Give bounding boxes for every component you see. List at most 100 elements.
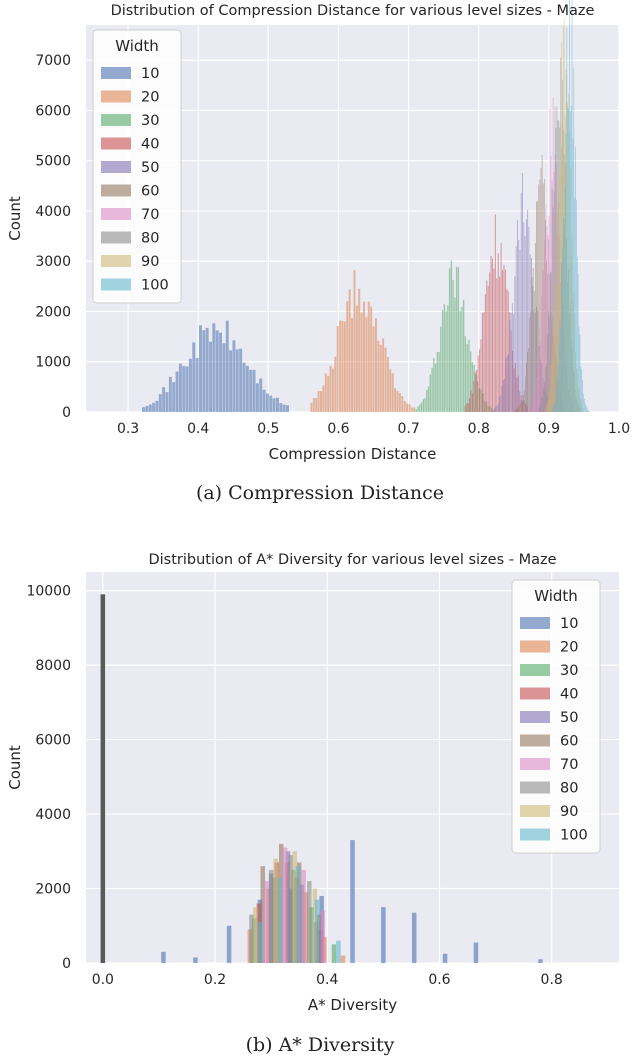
chart-a-bar-90 (548, 391, 550, 412)
chart-a-bar-60 (521, 399, 523, 412)
chart-a-bar-50 (509, 319, 511, 412)
chart-a-bar-100 (583, 399, 585, 412)
chart-a-bar-20 (315, 398, 318, 412)
chart-a-bar-10 (195, 358, 199, 412)
chart-b-legend-label-50: 50 (560, 710, 578, 726)
chart-a-bar-30 (419, 404, 421, 412)
chart-a-legend-label-10: 10 (141, 66, 159, 82)
chart-a-bar-20 (329, 365, 332, 412)
chart-a-bar-20 (343, 321, 346, 412)
chart-b-legend-label-20: 20 (560, 640, 578, 656)
chart-a-bar-80 (548, 316, 550, 412)
chart-a-bar-100 (576, 200, 577, 412)
chart-a-bar-10 (262, 389, 266, 412)
chart-a-bar-50 (527, 209, 529, 412)
chart-b-bar-70 (320, 910, 326, 963)
chart-a-bar-20 (310, 402, 313, 412)
chart-a-bar-100 (552, 407, 554, 412)
chart-a-bar-10 (158, 394, 162, 412)
chart-a-bar-50 (494, 408, 495, 412)
chart-a-bar-30 (462, 299, 465, 412)
chart-a-bar-40 (481, 312, 483, 412)
chart-a-bar-80 (542, 397, 543, 412)
chart-b-xtick-label: 0.8 (541, 972, 563, 988)
chart-a-ytick-label: 4000 (35, 204, 71, 220)
chart-a-legend-swatch-90 (101, 255, 131, 267)
chart-a-bar-40 (514, 362, 516, 412)
chart-a-bar-90 (554, 311, 555, 412)
chart-a-bar-100 (566, 27, 568, 413)
chart-b-bar-100 (277, 877, 282, 963)
chart-b-xtick-label: 0.2 (204, 972, 226, 988)
chart-a-legend-label-30: 30 (141, 113, 159, 129)
chart-a-bar-40 (469, 398, 471, 412)
chart-a-bar-70 (530, 404, 532, 412)
chart-a-bar-100 (562, 218, 564, 412)
chart-a-bar-100 (581, 369, 583, 412)
chart-a-bar-90 (550, 364, 552, 412)
chart-a-bar-60 (526, 362, 527, 412)
chart-b-bar-10 (381, 907, 386, 963)
chart-b-bar-10 (442, 953, 448, 963)
chart-a-bar-100 (580, 366, 582, 412)
chart-a-bar-50 (502, 380, 504, 412)
chart-a-bar-100 (555, 400, 556, 412)
chart-a-bar-100 (568, 109, 569, 412)
chart-a-bar-90 (563, 19, 565, 413)
chart-b-bar-10 (473, 942, 479, 963)
chart-a-bar-30 (426, 389, 428, 412)
chart-a-bar-40 (504, 269, 506, 412)
chart-a-bar-60 (538, 184, 540, 412)
chart-a-bar-70 (548, 216, 550, 412)
chart-a-bar-20 (410, 407, 413, 412)
chart-a-bar-10 (255, 383, 259, 412)
chart-a-bar-30 (483, 400, 486, 412)
chart-a-bar-20 (386, 356, 389, 412)
chart-a-bar-40 (502, 270, 504, 412)
chart-a-bar-30 (445, 311, 447, 412)
chart-a-bar-90 (557, 233, 559, 412)
chart-a-bar-20 (394, 388, 397, 412)
chart-a-bar-40 (497, 253, 499, 412)
chart-a-bar-10 (209, 341, 212, 412)
chart-a-ylabel: Count (6, 196, 24, 241)
chart-b-legend-label-10: 10 (560, 616, 578, 632)
chart-b-xlabel: A* Diversity (308, 996, 397, 1014)
chart-a-bar-20 (379, 344, 382, 412)
chart-a-bar-50 (520, 192, 522, 412)
chart-b-bar-10 (193, 957, 198, 963)
chart-a-bar-50 (495, 407, 497, 412)
chart-a-xtick-label: 0.6 (327, 421, 349, 437)
chart-a-bar-20 (401, 396, 404, 412)
chart-a-bar-50 (496, 405, 498, 412)
astar-diversity-chart: 0.0 0.2 0.4 0.6 0.8 0 2000 4000 6000 8000 10000 Dis… (0, 540, 640, 1030)
chart-a-bar-20 (339, 320, 342, 412)
chart-a-bar-80 (551, 188, 553, 412)
chart-a-legend-swatch-30 (101, 114, 131, 126)
chart-a-bar-70 (531, 401, 533, 412)
chart-a-bar-50 (524, 236, 526, 412)
chart-b-bar-70 (282, 847, 288, 963)
caption-a: (a) Compression Distance (195, 482, 445, 504)
chart-a-bar-60 (541, 154, 543, 412)
chart-a-bar-90 (545, 407, 547, 412)
chart-b-ytick-label: 8000 (35, 658, 71, 674)
chart-a-bar-20 (322, 385, 325, 412)
chart-b-legend-swatch-30 (520, 664, 550, 676)
chart-a-bar-30 (441, 310, 444, 412)
chart-a-bar-100 (560, 327, 562, 412)
chart-b-legend-swatch-20 (520, 640, 550, 653)
chart-a-bar-40 (476, 369, 478, 412)
chart-a-bar-90 (556, 209, 558, 412)
chart-b-xtick-label: 0.4 (316, 972, 338, 988)
chart-b-legend-label-70: 70 (560, 757, 578, 773)
chart-b-bar-10 (411, 912, 417, 963)
chart-a-bar-100 (585, 405, 587, 412)
chart-a-bar-10 (269, 395, 273, 412)
chart-a-bar-10 (252, 369, 256, 412)
chart-b-legend-swatch-100 (520, 828, 550, 841)
chart-a-bar-50 (492, 409, 494, 412)
chart-a-bar-70 (539, 329, 541, 412)
chart-b-bar-70 (301, 869, 306, 963)
chart-b-title: Distribution of A* Diversity for various… (148, 552, 556, 568)
